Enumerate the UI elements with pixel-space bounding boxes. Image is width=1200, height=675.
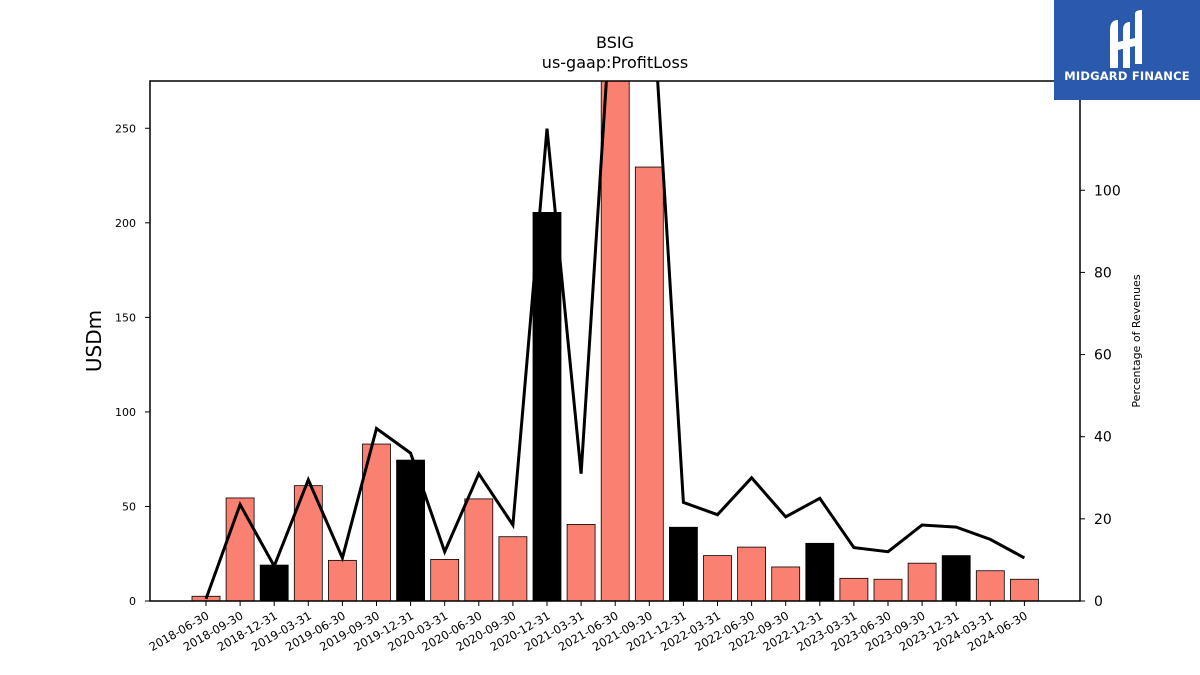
bar: [839, 577, 869, 601]
bar: [225, 497, 255, 601]
bar: [259, 564, 289, 601]
bar: [600, 81, 630, 601]
bar: [327, 559, 357, 601]
y-tick-label: 150: [115, 311, 136, 324]
y-tick-label: 100: [115, 406, 136, 419]
bar: [464, 498, 494, 601]
bar: [703, 555, 732, 601]
x-axis: 2018-06-302018-09-302018-12-312019-03-31…: [147, 601, 1030, 654]
y2-tick-label: 20: [1094, 512, 1112, 528]
bar: [1010, 578, 1039, 601]
chart-subtitle: us-gaap:ProfitLoss: [542, 53, 688, 72]
left-axis: 0 50 100 150 200 250: [115, 122, 150, 608]
bar: [634, 166, 664, 601]
y2-axis-label: Percentage of Revenues: [1130, 274, 1143, 407]
right-axis: 0 20 40 60 80 100: [1080, 183, 1121, 610]
bar: [771, 566, 801, 601]
bar: [566, 524, 596, 601]
y-tick-label: 200: [115, 217, 136, 230]
y-axis-label: USDm: [82, 310, 106, 372]
percentage-line: [204, 81, 1026, 600]
y2-tick-label: 0: [1094, 594, 1103, 610]
bar: [873, 578, 903, 601]
y2-tick-label: 40: [1094, 430, 1112, 446]
y2-tick-label: 100: [1094, 183, 1121, 199]
bar-group: [191, 81, 1039, 601]
bar: [975, 570, 1005, 601]
bar: [498, 536, 528, 601]
bar: [669, 526, 698, 601]
bar: [907, 562, 937, 601]
bar: [941, 555, 971, 601]
y-tick-label: 0: [129, 595, 136, 608]
logo-mark-icon: [1110, 10, 1142, 68]
bar: [737, 546, 766, 601]
y-tick-label: 50: [122, 500, 136, 513]
y-tick-label: 250: [115, 122, 136, 135]
bar: [805, 542, 835, 601]
bar: [532, 212, 562, 601]
y2-tick-label: 80: [1094, 265, 1112, 281]
logo-text: MIDGARD FINANCE: [1064, 69, 1190, 83]
bar: [430, 559, 460, 601]
brand-logo: MIDGARD FINANCE: [1054, 0, 1200, 100]
chart-title: BSIG: [596, 33, 634, 52]
y2-tick-label: 60: [1094, 348, 1112, 364]
